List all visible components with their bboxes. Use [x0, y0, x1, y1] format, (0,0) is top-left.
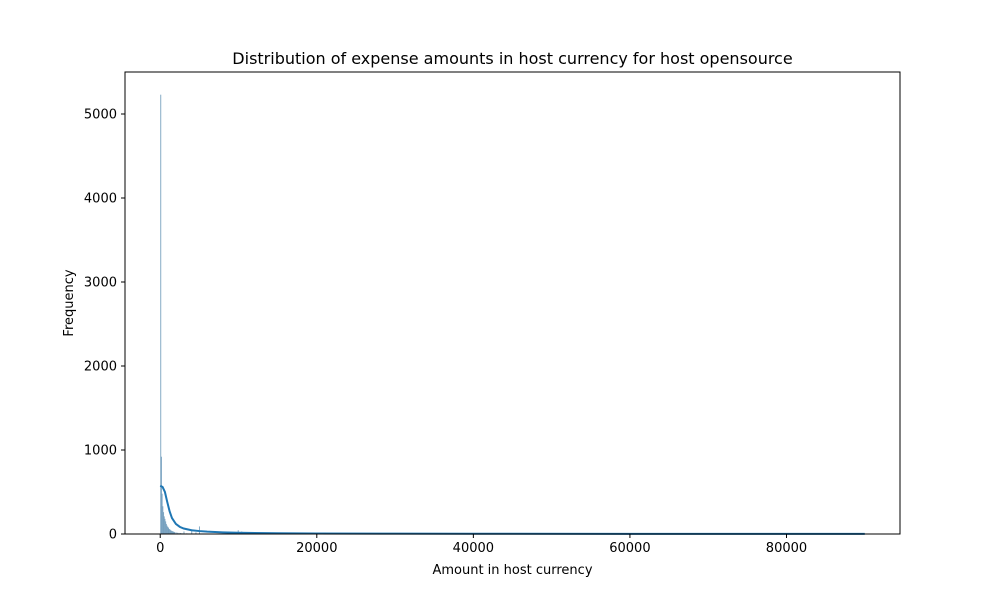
histogram-bar	[161, 493, 163, 534]
histogram-bar	[160, 94, 162, 535]
histogram-bar	[173, 531, 175, 534]
x-tick-label: 20000	[296, 541, 337, 556]
histogram-bar	[170, 530, 172, 534]
chart-title: Distribution of expense amounts in host …	[232, 49, 792, 68]
histogram-bar	[163, 512, 165, 534]
histogram-bar	[177, 532, 179, 534]
y-tick-label: 1000	[84, 444, 117, 459]
histogram-bar	[162, 506, 164, 534]
histogram-bar	[174, 532, 176, 534]
histogram-bar	[168, 528, 170, 534]
y-tick-label: 3000	[84, 276, 117, 291]
histogram-bar	[166, 525, 168, 534]
histogram-bar	[172, 531, 174, 534]
histogram-bar	[191, 529, 193, 534]
histogram-bar	[172, 531, 174, 534]
histogram-bar	[164, 518, 166, 534]
plot-frame	[124, 71, 901, 535]
y-tick-label: 2000	[84, 360, 117, 375]
y-axis: 0 1000 2000 3000 4000 5000	[84, 108, 125, 543]
histogram-bar	[178, 532, 180, 534]
histogram-bar	[165, 521, 167, 534]
y-tick-label: 4000	[84, 192, 117, 207]
histogram-bar	[195, 532, 197, 534]
histogram-bar	[170, 530, 172, 534]
histogram-bar	[171, 531, 173, 534]
x-tick-label: 80000	[766, 541, 807, 556]
x-tick-label: 0	[156, 541, 164, 556]
x-tick-label: 40000	[453, 541, 494, 556]
histogram-bar	[169, 529, 171, 534]
x-axis-label: Amount in host currency	[432, 563, 592, 578]
histogram-bar	[163, 516, 165, 534]
histogram-bar	[179, 532, 181, 534]
histogram-bar	[167, 527, 169, 534]
x-tick-label: 60000	[609, 541, 650, 556]
histogram-bar	[183, 531, 185, 534]
histogram-bar	[160, 456, 162, 534]
histogram-bar	[165, 523, 167, 534]
histogram-bar	[175, 532, 177, 534]
x-axis: 0 20000 40000 60000 80000	[156, 534, 807, 556]
y-axis-label: Frequency	[62, 269, 77, 336]
y-tick-label: 5000	[84, 108, 117, 123]
y-tick-label: 0	[109, 528, 117, 543]
histogram-bar	[167, 526, 169, 534]
